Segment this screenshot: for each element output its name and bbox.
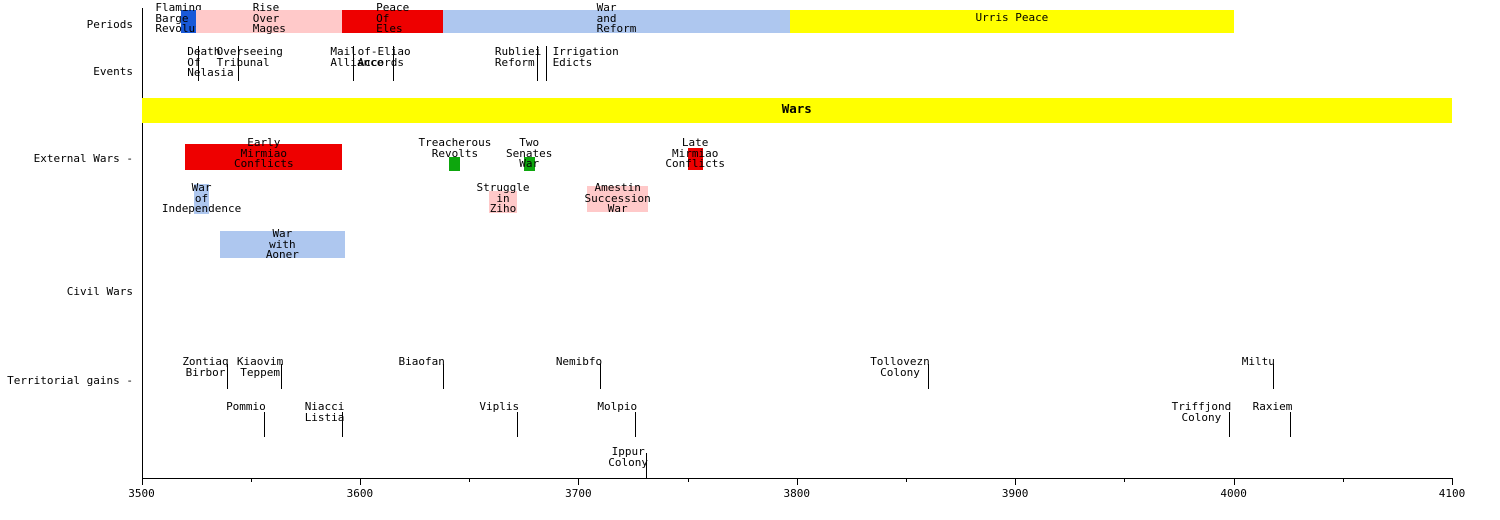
axis-major-tick [141, 479, 143, 485]
period-label: Peace Of Eles [376, 1, 410, 35]
event-label: Death Of Nelasia [187, 45, 234, 79]
gain-tick [600, 364, 602, 389]
gain-tick [226, 364, 228, 389]
gain-tick [442, 364, 444, 389]
war-block [488, 191, 518, 213]
war-label: Amestin Succession War [584, 181, 651, 215]
row-label-external-wars: External Wars - [33, 152, 133, 165]
period-block [342, 10, 443, 33]
axis-tick-label: 4100 [1438, 487, 1466, 500]
axis-minor-tick [1342, 479, 1344, 482]
war-block [185, 144, 343, 170]
event-label: Irrigation Edicts [552, 45, 619, 69]
axis-tick-label: 3900 [1001, 487, 1029, 500]
event-label: Overseeing Tribunal [216, 45, 283, 69]
war-block [523, 157, 535, 171]
gain-tick [1229, 412, 1231, 437]
axis-minor-tick [905, 479, 907, 482]
war-block [193, 184, 210, 214]
event-tick [392, 46, 394, 81]
gain-tick [1272, 364, 1274, 389]
axis-minor-tick [469, 479, 471, 482]
period-block [790, 10, 1234, 33]
event-tick [545, 46, 547, 81]
period-block [180, 10, 197, 33]
event-label: Mail Alliance [330, 45, 384, 69]
axis-major-tick [796, 479, 798, 485]
period-block [196, 10, 343, 33]
event-tick [353, 46, 355, 81]
axis-major-tick [359, 479, 361, 485]
period-label: Flaming Barge Revolution [155, 1, 222, 35]
gain-tick [635, 412, 637, 437]
war-label: Early Mirmiao Conflicts [234, 136, 294, 170]
gain-label: Triffjond Colony [1171, 400, 1232, 424]
gain-label: Viplis [479, 400, 520, 413]
war-block [449, 157, 461, 171]
gain-label: Biaofan [398, 355, 445, 368]
row-label-territorial-gains: Territorial gains - [7, 374, 133, 387]
event-tick [536, 46, 538, 81]
gain-label: Raxiem [1252, 400, 1293, 413]
wars-band [141, 98, 1452, 123]
gain-label: Ippur Colony [608, 445, 649, 469]
gain-label: Nemibfo [555, 355, 603, 368]
axis-major-tick [1015, 479, 1017, 485]
gain-label: Tollovezn Colony [870, 355, 930, 379]
axis-tick-label: 3700 [565, 487, 592, 500]
axis-tick-label: 3500 [128, 487, 155, 500]
period-block [442, 10, 791, 33]
gain-label: Miltu [1241, 355, 1275, 368]
axis-tick-label: 4000 [1220, 487, 1247, 500]
period-label: Urris Peace [975, 11, 1049, 24]
gain-tick [342, 412, 344, 437]
gain-tick [517, 412, 519, 437]
war-label: Treacherous Revolts [418, 136, 492, 160]
x-axis-line [141, 478, 1453, 479]
event-tick [237, 46, 239, 81]
gain-tick [927, 364, 929, 389]
row-label-civil-wars: Civil Wars [66, 285, 133, 298]
period-label: War and Reform [596, 1, 637, 35]
war-block [587, 186, 649, 212]
gain-label: Zontiaq Birbor [182, 355, 229, 379]
gain-label: Molpio [597, 400, 638, 413]
event-label: Rubliei Reform [494, 45, 542, 69]
war-label: Struggle in Ziho [476, 181, 530, 215]
gain-label: Kiaovim Teppem [236, 355, 284, 379]
war-block [687, 148, 703, 170]
axis-minor-tick [250, 479, 252, 482]
war-label: War of Independence [161, 181, 242, 215]
period-label: Rise Over Mages [252, 1, 286, 35]
gain-tick [263, 412, 265, 437]
row-label-periods: Periods [86, 18, 133, 31]
axis-major-tick [1233, 479, 1235, 485]
y-axis-spine [141, 8, 143, 479]
axis-minor-tick [687, 479, 689, 482]
gain-tick [1290, 412, 1292, 437]
axis-tick-label: 3800 [783, 487, 811, 500]
war-label: Two Senates War [506, 136, 553, 170]
gain-label: Niacci Listia [304, 400, 345, 424]
gain-label: Pommio [226, 400, 266, 413]
wars-band-label: Wars [781, 101, 812, 116]
event-tick [198, 46, 200, 81]
event-label: of-Eliao Accords [357, 45, 411, 69]
gain-tick [281, 364, 283, 389]
axis-major-tick [578, 479, 580, 485]
gain-tick [646, 453, 648, 478]
axis-tick-label: 3600 [346, 487, 374, 500]
war-block [220, 231, 345, 258]
axis-major-tick [1452, 479, 1453, 485]
war-label: Late Mirmiao Conflicts [665, 136, 725, 170]
war-label: War with Aoner [265, 227, 299, 261]
axis-minor-tick [1124, 479, 1126, 482]
row-label-events: Events [93, 65, 133, 78]
